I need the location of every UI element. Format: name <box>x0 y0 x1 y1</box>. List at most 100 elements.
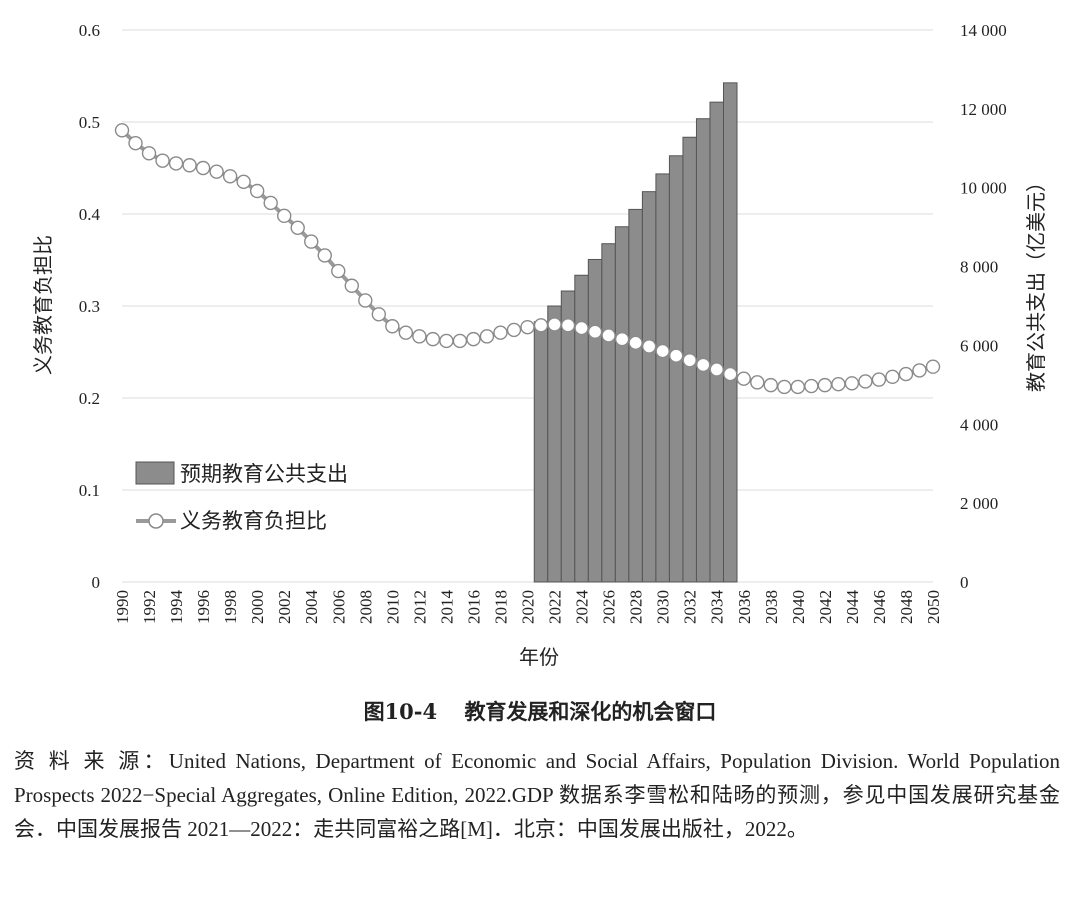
x-tick-label: 2048 <box>897 590 916 624</box>
burden-ratio-point <box>466 331 481 347</box>
burden-ratio-point <box>628 335 643 350</box>
expenditure-bar <box>587 258 603 583</box>
burden-ratio-point <box>831 377 846 392</box>
burden-ratio-point <box>168 156 184 171</box>
left-tick-label: 0 <box>92 573 101 592</box>
burden-ratio-point <box>290 220 305 236</box>
burden-ratio-line <box>114 123 941 395</box>
x-axis-ticks: 1990 1992 1994 1996 1998 2000 2002 2004 2006 2008… <box>113 590 943 625</box>
left-axis-title: 义务教育负担比 <box>31 235 55 375</box>
burden-ratio-point <box>128 135 143 151</box>
x-tick-label: 2036 <box>735 590 754 624</box>
x-tick-label: 2040 <box>789 590 808 624</box>
x-tick-label: 2006 <box>329 590 348 624</box>
right-tick-label: 4 000 <box>960 415 998 434</box>
burden-ratio-point <box>709 362 724 377</box>
burden-ratio-point <box>736 371 751 386</box>
expenditure-bar <box>695 118 711 583</box>
x-tick-label: 1990 <box>113 590 132 624</box>
right-tick-label: 0 <box>960 573 969 592</box>
legend-line-marker <box>148 513 164 529</box>
burden-ratio-point <box>723 366 738 382</box>
burden-ratio-point <box>331 263 346 279</box>
burden-ratio-point <box>493 325 508 340</box>
burden-ratio-point <box>155 153 170 168</box>
burden-ratio-point <box>682 353 697 368</box>
left-axis-ticks: 0 0.1 0.2 0.3 0.4 0.5 0.6 <box>79 21 101 592</box>
burden-ratio-point <box>222 169 238 184</box>
legend-bar-swatch <box>135 461 175 485</box>
x-tick-label: 2046 <box>870 590 889 624</box>
x-tick-label: 2026 <box>600 590 619 624</box>
expenditure-bar <box>614 226 630 583</box>
burden-ratio-point <box>777 379 792 395</box>
expenditure-bar <box>655 173 670 583</box>
burden-ratio-point <box>249 183 265 199</box>
burden-ratio-point <box>236 174 251 190</box>
burden-ratio-point <box>479 329 495 344</box>
x-tick-label: 2020 <box>519 590 538 624</box>
x-tick-label: 2004 <box>302 590 321 625</box>
burden-ratio-point <box>439 333 454 349</box>
x-tick-label: 2016 <box>464 590 483 624</box>
x-tick-label: 2000 <box>248 590 267 624</box>
x-tick-label: 2030 <box>654 590 673 624</box>
expenditure-bar <box>628 208 643 583</box>
x-axis-title: 年份 <box>519 645 559 669</box>
burden-ratio-point <box>763 377 778 393</box>
burden-ratio-point <box>885 369 900 385</box>
right-axis-title: 教育公共支出（亿美元） <box>1024 172 1048 392</box>
burden-ratio-point <box>398 325 414 340</box>
x-tick-label: 1994 <box>167 590 186 625</box>
expenditure-bar <box>533 321 549 583</box>
right-tick-label: 6 000 <box>960 336 998 355</box>
burden-ratio-point <box>668 348 684 363</box>
burden-ratio-point <box>520 319 535 335</box>
x-tick-label: 2014 <box>437 590 456 625</box>
burden-ratio-point <box>425 331 441 347</box>
x-tick-label: 2034 <box>708 590 727 625</box>
left-tick-label: 0.5 <box>79 113 100 132</box>
burden-ratio-point <box>871 372 887 387</box>
x-tick-label: 2002 <box>275 590 294 624</box>
burden-ratio-point <box>141 146 157 161</box>
source-note: 资 料 来 源：United Nations, Department of Ec… <box>14 749 1060 841</box>
burden-ratio-point <box>641 339 657 354</box>
burden-ratio-point <box>912 363 927 378</box>
x-tick-label: 2032 <box>681 590 700 624</box>
burden-ratio-point <box>385 319 400 334</box>
legend-line-label: 义务教育负担比 <box>180 509 327 533</box>
x-tick-label: 2008 <box>356 590 375 624</box>
burden-ratio-point <box>790 379 806 395</box>
expenditure-bar <box>601 243 616 583</box>
right-tick-label: 8 000 <box>960 258 998 277</box>
right-tick-label: 12 000 <box>960 100 1007 119</box>
burden-ratio-point <box>898 366 914 382</box>
burden-ratio-point <box>263 195 278 211</box>
expenditure-bar <box>547 305 562 583</box>
burden-ratio-point <box>304 234 319 249</box>
x-tick-label: 2028 <box>627 590 646 624</box>
left-tick-label: 0.3 <box>79 297 100 316</box>
left-tick-label: 0.6 <box>79 21 100 40</box>
left-tick-label: 0.1 <box>79 481 100 500</box>
burden-ratio-point <box>655 343 670 359</box>
burden-ratio-point <box>506 322 522 338</box>
x-tick-label: 2050 <box>924 590 943 624</box>
burden-ratio-point <box>358 293 373 308</box>
burden-ratio-point <box>601 328 616 343</box>
right-axis-ticks: 0 2 000 4 000 6 000 8 000 10 000 12 000 14 000 <box>960 21 1007 592</box>
burden-ratio-point <box>696 357 711 373</box>
legend: 预期教育公共支出 义务教育负担比 <box>135 461 348 533</box>
burden-ratio-point <box>560 318 576 333</box>
x-tick-label: 1992 <box>140 590 159 624</box>
burden-ratio-point <box>804 378 819 394</box>
x-tick-label: 2042 <box>816 590 835 624</box>
right-tick-label: 10 000 <box>960 179 1007 198</box>
x-tick-label: 2010 <box>383 590 402 624</box>
x-tick-label: 2012 <box>410 590 429 624</box>
burden-ratio-point <box>195 160 211 176</box>
left-tick-label: 0.2 <box>79 389 100 408</box>
right-tick-label: 14 000 <box>960 21 1007 40</box>
expenditure-bar <box>709 101 724 583</box>
